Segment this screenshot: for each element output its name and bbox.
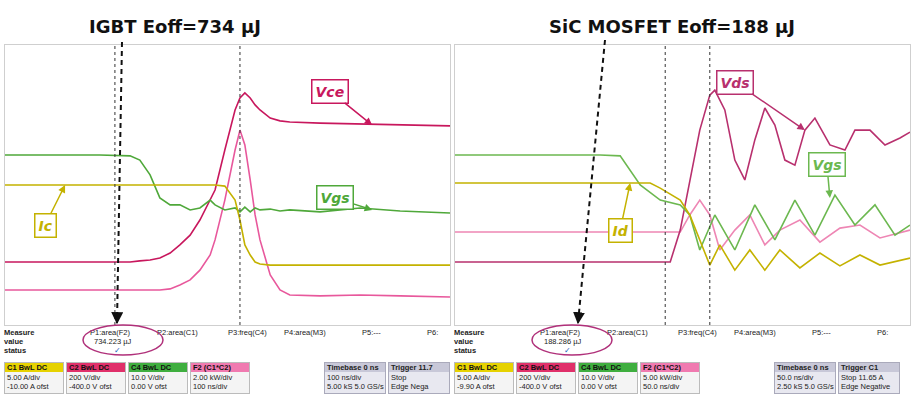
html-text:F2 (C1*C2): F2 (C1*C2): [193, 363, 231, 372]
html-text:0.00 V ofst: 0.00 V ofst: [131, 382, 167, 391]
html-text:value: value: [454, 337, 474, 346]
html-text:P3:freq(C4): P3:freq(C4): [678, 328, 717, 337]
html-text:C4 BwL DC: C4 BwL DC: [131, 363, 172, 372]
html-text:100 ns/div: 100 ns/div: [193, 382, 228, 391]
html-text:-400.0 V ofst: -400.0 V ofst: [519, 382, 562, 391]
html-text:Measure: Measure: [4, 328, 35, 337]
html-text:734.223 µJ: 734.223 µJ: [94, 337, 132, 346]
html-text:Trigger 11.7: Trigger 11.7: [391, 363, 433, 372]
html-text:10.0 V/div: 10.0 V/div: [131, 373, 165, 382]
html-text:status: status: [454, 346, 477, 355]
html-text:-400.0 V ofst: -400.0 V ofst: [69, 382, 112, 391]
html-text:200 V/div: 200 V/div: [519, 373, 551, 382]
html-text:Edge Negative: Edge Negative: [841, 382, 891, 391]
html-text:2.50 kS 5.0 GS/s: 2.50 kS 5.0 GS/s: [777, 382, 834, 391]
svg-text:Ic: Ic: [39, 218, 53, 234]
html-text:188.286 µJ: 188.286 µJ: [544, 337, 582, 346]
svg-text:Id: Id: [613, 223, 629, 239]
html-text:100 ns/div: 100 ns/div: [327, 373, 362, 382]
html-text:10.0 V/div: 10.0 V/div: [581, 373, 615, 382]
html-text:Trigger C1: Trigger C1: [841, 363, 879, 372]
html-text:5.00 kS 5.0 GS/s: 5.00 kS 5.0 GS/s: [327, 382, 384, 391]
html-text:Timebase 0 ns: Timebase 0 ns: [777, 363, 829, 372]
html-text:P2:area(C1): P2:area(C1): [157, 328, 198, 337]
html-text:-10.00 A ofst: -10.00 A ofst: [7, 382, 49, 391]
html-text:P4:area(M3): P4:area(M3): [734, 328, 776, 337]
html-text:200 V/div: 200 V/div: [69, 373, 101, 382]
html-text:P4:area(M3): P4:area(M3): [284, 328, 326, 337]
html-text:C2 BwL DC: C2 BwL DC: [69, 363, 110, 372]
html-text:Stop 11.65 A: Stop 11.65 A: [841, 373, 884, 382]
svg-text:IGBT Eoff=734 µJ: IGBT Eoff=734 µJ: [89, 16, 261, 37]
html-text:P3:freq(C4): P3:freq(C4): [228, 328, 267, 337]
svg-text:Vgs: Vgs: [321, 190, 350, 206]
html-text:F2 (C1*C2): F2 (C1*C2): [643, 363, 681, 372]
svg-text:SiC MOSFET Eoff=188 µJ: SiC MOSFET Eoff=188 µJ: [549, 16, 795, 37]
html-text:status: status: [4, 346, 27, 355]
html-text:5.00 kW/div: 5.00 kW/div: [643, 373, 683, 382]
html-text:P6:: P6:: [427, 328, 439, 337]
html-text:P5:---: P5:---: [362, 328, 381, 337]
svg-text:Vds: Vds: [721, 75, 750, 91]
html-text:50.0 ns/div: 50.0 ns/div: [643, 382, 680, 391]
html-text:5.00 A/div: 5.00 A/div: [457, 373, 490, 382]
svg-text:Vgs: Vgs: [813, 157, 842, 173]
html-text:C1 BwL DC: C1 BwL DC: [7, 363, 48, 372]
html-text:50.0 ns/div: 50.0 ns/div: [777, 373, 814, 382]
html-text:Timebase 0 ns: Timebase 0 ns: [327, 363, 379, 372]
html-text:5.00 A/div: 5.00 A/div: [7, 373, 40, 382]
html-text:2.00 kW/div: 2.00 kW/div: [193, 373, 233, 382]
html-text:C1 BwL DC: C1 BwL DC: [457, 363, 498, 372]
html-text:Measure: Measure: [454, 328, 485, 337]
svg-text:Vce: Vce: [316, 84, 345, 100]
html-text:P2:area(C1): P2:area(C1): [607, 328, 648, 337]
html-text:0.00 V ofst: 0.00 V ofst: [581, 382, 617, 391]
html-text:Stop: Stop: [391, 373, 407, 382]
html-text:C4 BwL DC: C4 BwL DC: [581, 363, 622, 372]
html-text:P1:area(F2): P1:area(F2): [540, 328, 580, 337]
html-text:P5:---: P5:---: [812, 328, 831, 337]
html-text:P6:: P6:: [877, 328, 889, 337]
html-text:P1:area(F2): P1:area(F2): [90, 328, 130, 337]
html-text:C2 BwL DC: C2 BwL DC: [519, 363, 560, 372]
html-text:Edge Nega: Edge Nega: [391, 382, 429, 391]
html-text:value: value: [4, 337, 24, 346]
html-text:-9.90 A ofst: -9.90 A ofst: [457, 382, 495, 391]
